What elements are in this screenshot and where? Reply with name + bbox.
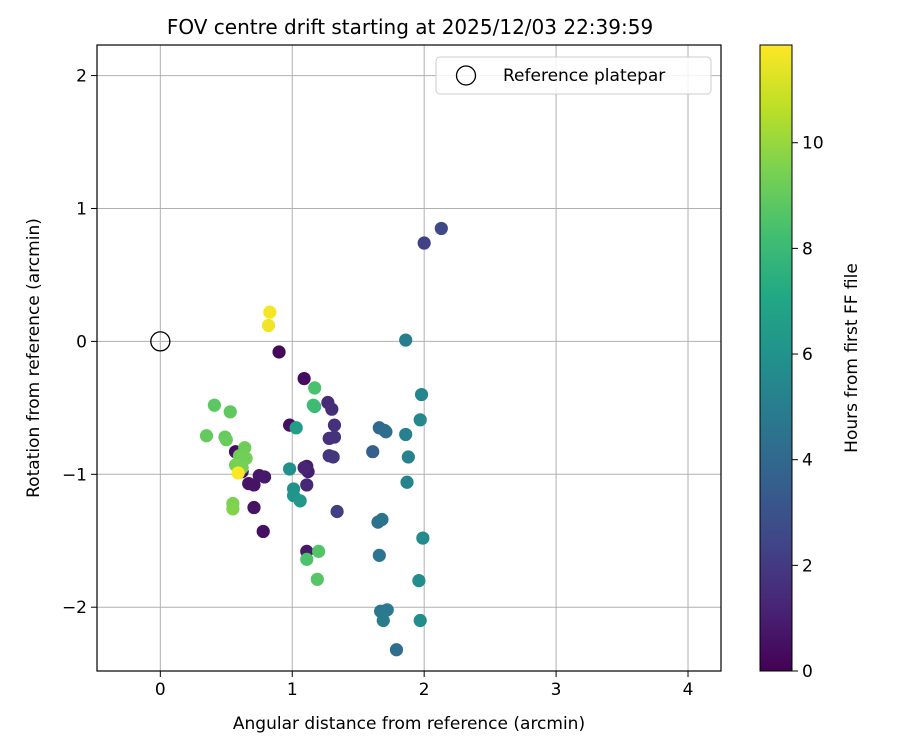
data-point — [327, 430, 342, 444]
reference-platepar-marker — [150, 331, 171, 352]
data-point — [376, 613, 390, 628]
colorbar-tick-label: 10 — [802, 134, 824, 154]
legend-reference-marker — [455, 65, 477, 86]
data-point — [399, 333, 413, 347]
legend-box — [435, 56, 712, 95]
data-point — [261, 318, 276, 333]
y-tick-label: 0 — [76, 332, 87, 352]
x-axis-ticks: 0 1 2 3 4 — [155, 671, 694, 700]
x-tick-label: 2 — [419, 680, 430, 700]
plot-area — [96, 44, 722, 672]
data-point — [263, 305, 277, 319]
data-point — [413, 413, 427, 427]
x-tick-label: 0 — [155, 680, 166, 700]
legend-reference-label: Reference platepar — [503, 66, 665, 86]
colorbar-gradient — [759, 44, 793, 672]
data-point — [306, 398, 320, 412]
data-point — [414, 387, 429, 402]
data-point — [312, 544, 326, 558]
data-point — [223, 405, 237, 419]
x-tick-label: 1 — [287, 680, 298, 700]
colorbar-tick-label: 0 — [802, 662, 813, 682]
data-point — [297, 461, 311, 475]
data-point — [256, 524, 270, 539]
colorbar-tick-label: 6 — [802, 345, 813, 365]
data-point — [400, 475, 414, 489]
data-points — [199, 221, 448, 657]
data-point — [389, 643, 404, 657]
data-point — [416, 531, 430, 545]
data-point — [434, 221, 448, 236]
colorbar-tick-label: 2 — [802, 556, 813, 576]
data-point — [231, 466, 245, 480]
x-tick-label: 4 — [683, 680, 694, 700]
data-point — [199, 429, 214, 443]
data-point — [293, 494, 307, 508]
data-point — [300, 552, 314, 566]
data-point — [226, 502, 240, 516]
colorbar-tick-label: 4 — [802, 451, 813, 471]
colorbar-ticks: 0 2 4 6 8 10 — [792, 134, 824, 682]
data-point — [366, 445, 380, 459]
x-axis-label: Angular distance from reference (arcmin) — [233, 714, 585, 734]
data-point — [401, 450, 415, 464]
y-tick-label: −2 — [62, 598, 87, 618]
data-point — [257, 470, 272, 484]
data-point — [272, 345, 286, 359]
data-point — [412, 574, 426, 588]
y-axis-label: Rotation from reference (arcmin) — [24, 218, 44, 498]
data-point — [330, 504, 344, 519]
x-tick-label: 3 — [551, 680, 562, 700]
data-point — [289, 421, 303, 435]
chart-title: FOV centre drift starting at 2025/12/03 … — [167, 15, 653, 39]
data-point — [399, 427, 413, 442]
y-tick-label: −1 — [62, 465, 87, 485]
data-point — [219, 433, 233, 447]
data-point — [247, 500, 261, 515]
colorbar-label: Hours from first FF file — [842, 263, 862, 453]
data-point — [310, 572, 324, 586]
data-point — [283, 462, 297, 476]
y-tick-label: 2 — [76, 67, 87, 87]
colorbar-tick-label: 8 — [802, 239, 813, 259]
data-point — [413, 613, 427, 628]
data-point — [327, 418, 342, 432]
data-point — [417, 236, 431, 250]
legend: Reference platepar — [435, 56, 712, 95]
data-point — [300, 478, 314, 492]
data-point — [379, 425, 393, 439]
data-point — [297, 372, 311, 386]
colorbar: 0 2 4 6 8 10 Hours from first FF file — [759, 44, 862, 682]
data-point — [372, 548, 386, 562]
y-tick-label: 1 — [76, 199, 87, 219]
y-axis-ticks: −2 −1 0 1 2 — [62, 67, 97, 618]
data-point — [308, 381, 322, 395]
data-point — [380, 603, 394, 617]
data-point — [375, 512, 389, 527]
grid-lines — [97, 45, 721, 671]
data-point — [326, 450, 340, 464]
data-point — [207, 398, 222, 412]
data-point — [325, 402, 339, 416]
